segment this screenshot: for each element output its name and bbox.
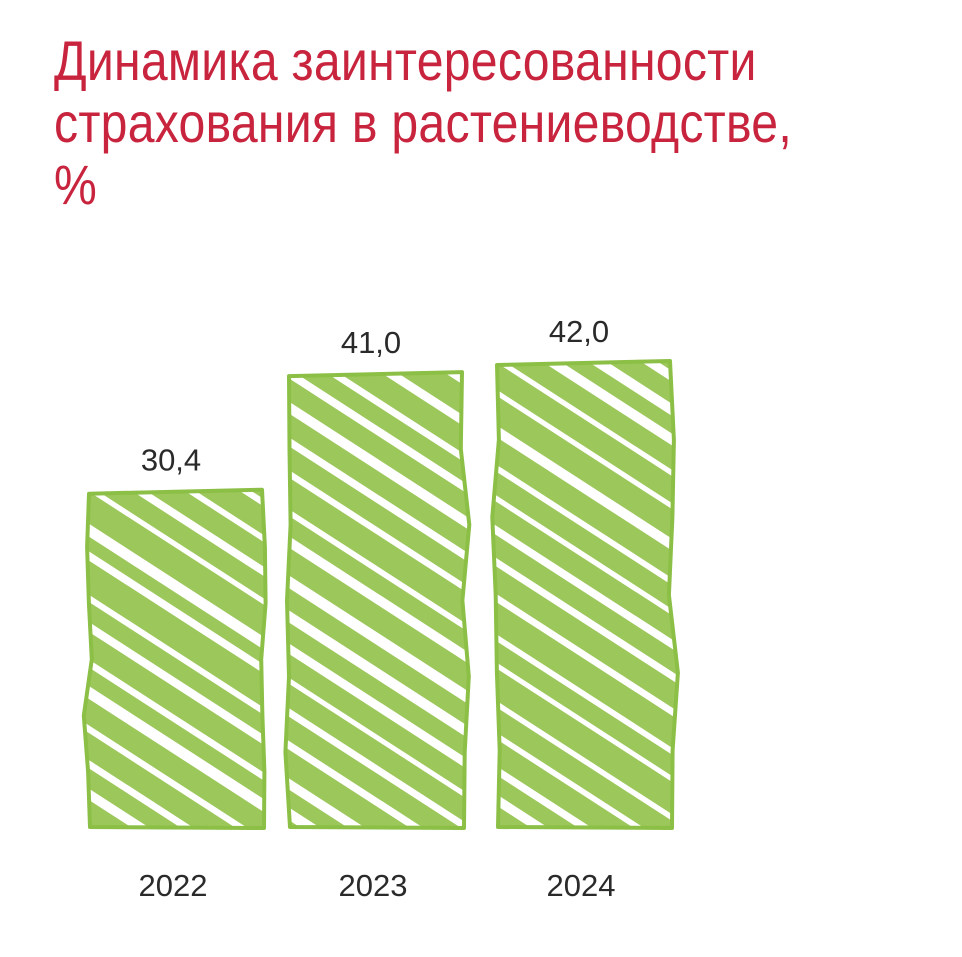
bars-layer (78, 190, 682, 830)
bar-scribble-gap (285, 395, 470, 533)
category-label-2024: 2024 (547, 868, 616, 903)
bar-2023 (278, 193, 474, 830)
bar-scribble-gap (285, 502, 470, 636)
bar-scribble-gap (285, 463, 470, 597)
bar-2022 (78, 313, 274, 830)
bar-scribble (78, 313, 274, 828)
bar-scribble-gap (285, 637, 470, 773)
labels-layer: 30,4 2022 41,0 2023 42,0 2024 (139, 314, 616, 903)
bar-scribble-gap (83, 679, 266, 818)
bar-scribble-gap (492, 361, 678, 483)
bar-scribble-gap (492, 587, 678, 722)
bar-scribble-gap (285, 372, 470, 392)
category-label-2023: 2023 (339, 868, 408, 903)
bar-scribble-gap (492, 383, 678, 516)
bar-scribble-gap (83, 489, 266, 582)
chart-title-line-2: страхования в растениеводстве, (54, 91, 792, 154)
bar-scribble-gap (492, 458, 678, 592)
value-label-2022: 30,4 (141, 443, 201, 478)
bar-scribble-gap (83, 545, 266, 680)
bar-scribble-gap (285, 372, 470, 433)
chart-title-line-1: Динамика заинтересованности (54, 29, 757, 92)
bar-outline (490, 359, 680, 830)
bar-scribble-gap (486, 190, 682, 317)
bar-scribble-gap (492, 628, 678, 761)
bar-scribble-gap (492, 694, 678, 827)
bar-outline (81, 487, 268, 830)
bar-scribble-gap (83, 588, 266, 722)
bar-scribble-gap (285, 569, 470, 707)
bar-scribble-gap (285, 430, 470, 566)
bar-scribble-gap (492, 519, 678, 655)
bar-scribble-gap (83, 653, 266, 787)
bar-scribble-gap (285, 701, 470, 828)
bar-scribble-gap (285, 529, 470, 667)
chart-title-line-3: % (54, 153, 98, 216)
bar-scribble-gap (492, 419, 678, 557)
bar-scribble-gap (285, 372, 470, 498)
bar-scribble-gap (285, 772, 470, 828)
value-label-2023: 41,0 (341, 325, 401, 360)
bar-scribble-gap (492, 726, 678, 828)
bar-scribble-gap (83, 489, 266, 549)
bar-scribble-gap (492, 788, 678, 828)
bar-scribble-gap (492, 552, 678, 686)
bar-scribble-gap (83, 782, 266, 828)
bar-scribble-gap (83, 489, 266, 611)
bar-scribble-gap (285, 734, 470, 828)
bar-scribble-gap (83, 517, 266, 656)
bar-scribble-gap (278, 193, 474, 320)
bar-scribble-gap (285, 604, 470, 742)
bar-scribble-gap (492, 361, 678, 422)
bar-outline (283, 370, 472, 830)
category-label-2022: 2022 (139, 868, 208, 903)
bar-scribble-gap (285, 372, 470, 468)
bar-scribble-gap (285, 671, 470, 803)
chart-title: Динамика заинтересованности страхования … (54, 30, 792, 216)
bar-scribble-gap (83, 615, 266, 751)
bar-2024 (486, 190, 682, 830)
bar-scribble-gap (83, 753, 266, 828)
bar-scribble-gap (78, 313, 274, 440)
value-label-2024: 42,0 (549, 314, 609, 349)
bar-scribble-gap (492, 489, 678, 622)
bar-scribble-gap (492, 361, 678, 452)
bar-scribble-gap (492, 656, 678, 788)
